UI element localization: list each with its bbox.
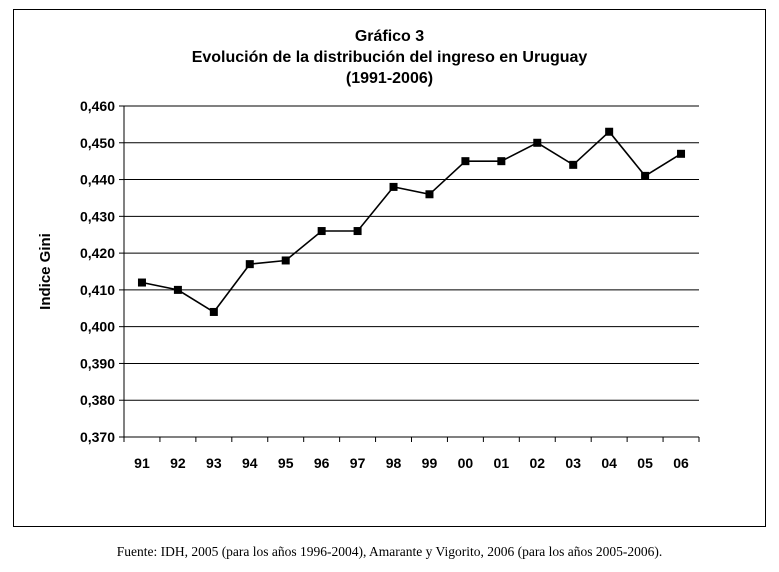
x-tick-label: 02 xyxy=(529,455,545,471)
y-tick-labels: 0,370 0,380 0,390 0,400 0,410 0,420 0,430 0,440… xyxy=(80,98,115,445)
data-point-marker xyxy=(497,157,506,166)
chart-title-line-1: Gráfico 3 xyxy=(354,28,425,45)
data-point-marker xyxy=(425,190,434,199)
y-tick-label: 0,400 xyxy=(80,319,115,335)
y-tick-label: 0,460 xyxy=(80,98,115,114)
data-point-marker xyxy=(569,160,578,169)
y-tick-label: 0,440 xyxy=(80,172,115,188)
chart-title-block: Gráfico 3 Evolución de la distribución d… xyxy=(13,26,766,89)
y-tick-label: 0,370 xyxy=(80,429,115,445)
series-markers xyxy=(137,127,686,316)
y-tick-label: 0,390 xyxy=(80,355,115,371)
source-note: Fuente: IDH, 2005 (para los años 1996-20… xyxy=(116,544,663,559)
x-tick-labels: 91 92 93 94 95 96 97 98 99 00 01 02 03 04 05 06 xyxy=(134,455,689,471)
data-point-marker xyxy=(641,171,650,180)
data-point-marker xyxy=(173,285,182,294)
x-tick-label: 00 xyxy=(458,455,474,471)
y-tick-label: 0,380 xyxy=(80,392,115,408)
data-point-marker xyxy=(389,182,398,191)
x-tick-label: 92 xyxy=(170,455,186,471)
axes xyxy=(123,106,699,438)
chart-title-line-2: Evolución de la distribución del ingreso… xyxy=(191,49,588,66)
x-tick-label: 04 xyxy=(601,455,617,471)
data-point-marker xyxy=(677,149,686,158)
data-point-marker xyxy=(533,138,542,147)
data-point-marker xyxy=(317,227,326,236)
series-line-gini xyxy=(141,130,682,314)
y-tick-label: 0,410 xyxy=(80,282,115,298)
x-tick-label: 98 xyxy=(386,455,402,471)
x-tick-label: 03 xyxy=(565,455,581,471)
chart-title-line-3: (1991-2006) xyxy=(345,70,434,87)
x-tick-label: 99 xyxy=(422,455,438,471)
x-tick-label: 96 xyxy=(314,455,330,471)
data-point-marker xyxy=(137,278,146,287)
y-tick-label: 0,450 xyxy=(80,135,115,151)
x-tick-label: 91 xyxy=(134,455,150,471)
data-point-marker xyxy=(605,127,614,136)
y-axis-label: Indice Gini xyxy=(37,233,54,310)
data-point-marker xyxy=(353,227,362,236)
data-point-marker xyxy=(461,157,470,166)
data-point-marker xyxy=(281,256,290,265)
y-tick-label: 0,420 xyxy=(80,245,115,261)
y-tick-label: 0,430 xyxy=(80,208,115,224)
data-point-marker xyxy=(209,307,218,316)
data-point-marker xyxy=(245,260,254,269)
x-tick-label: 94 xyxy=(242,455,258,471)
x-tick-label: 93 xyxy=(206,455,222,471)
gridlines xyxy=(119,105,700,442)
x-tick-label: 97 xyxy=(350,455,366,471)
chart-frame xyxy=(13,9,766,527)
x-tick-label: 01 xyxy=(494,455,510,471)
x-tick-label: 95 xyxy=(278,455,294,471)
x-tick-label: 06 xyxy=(673,455,689,471)
x-tick-label: 05 xyxy=(637,455,653,471)
